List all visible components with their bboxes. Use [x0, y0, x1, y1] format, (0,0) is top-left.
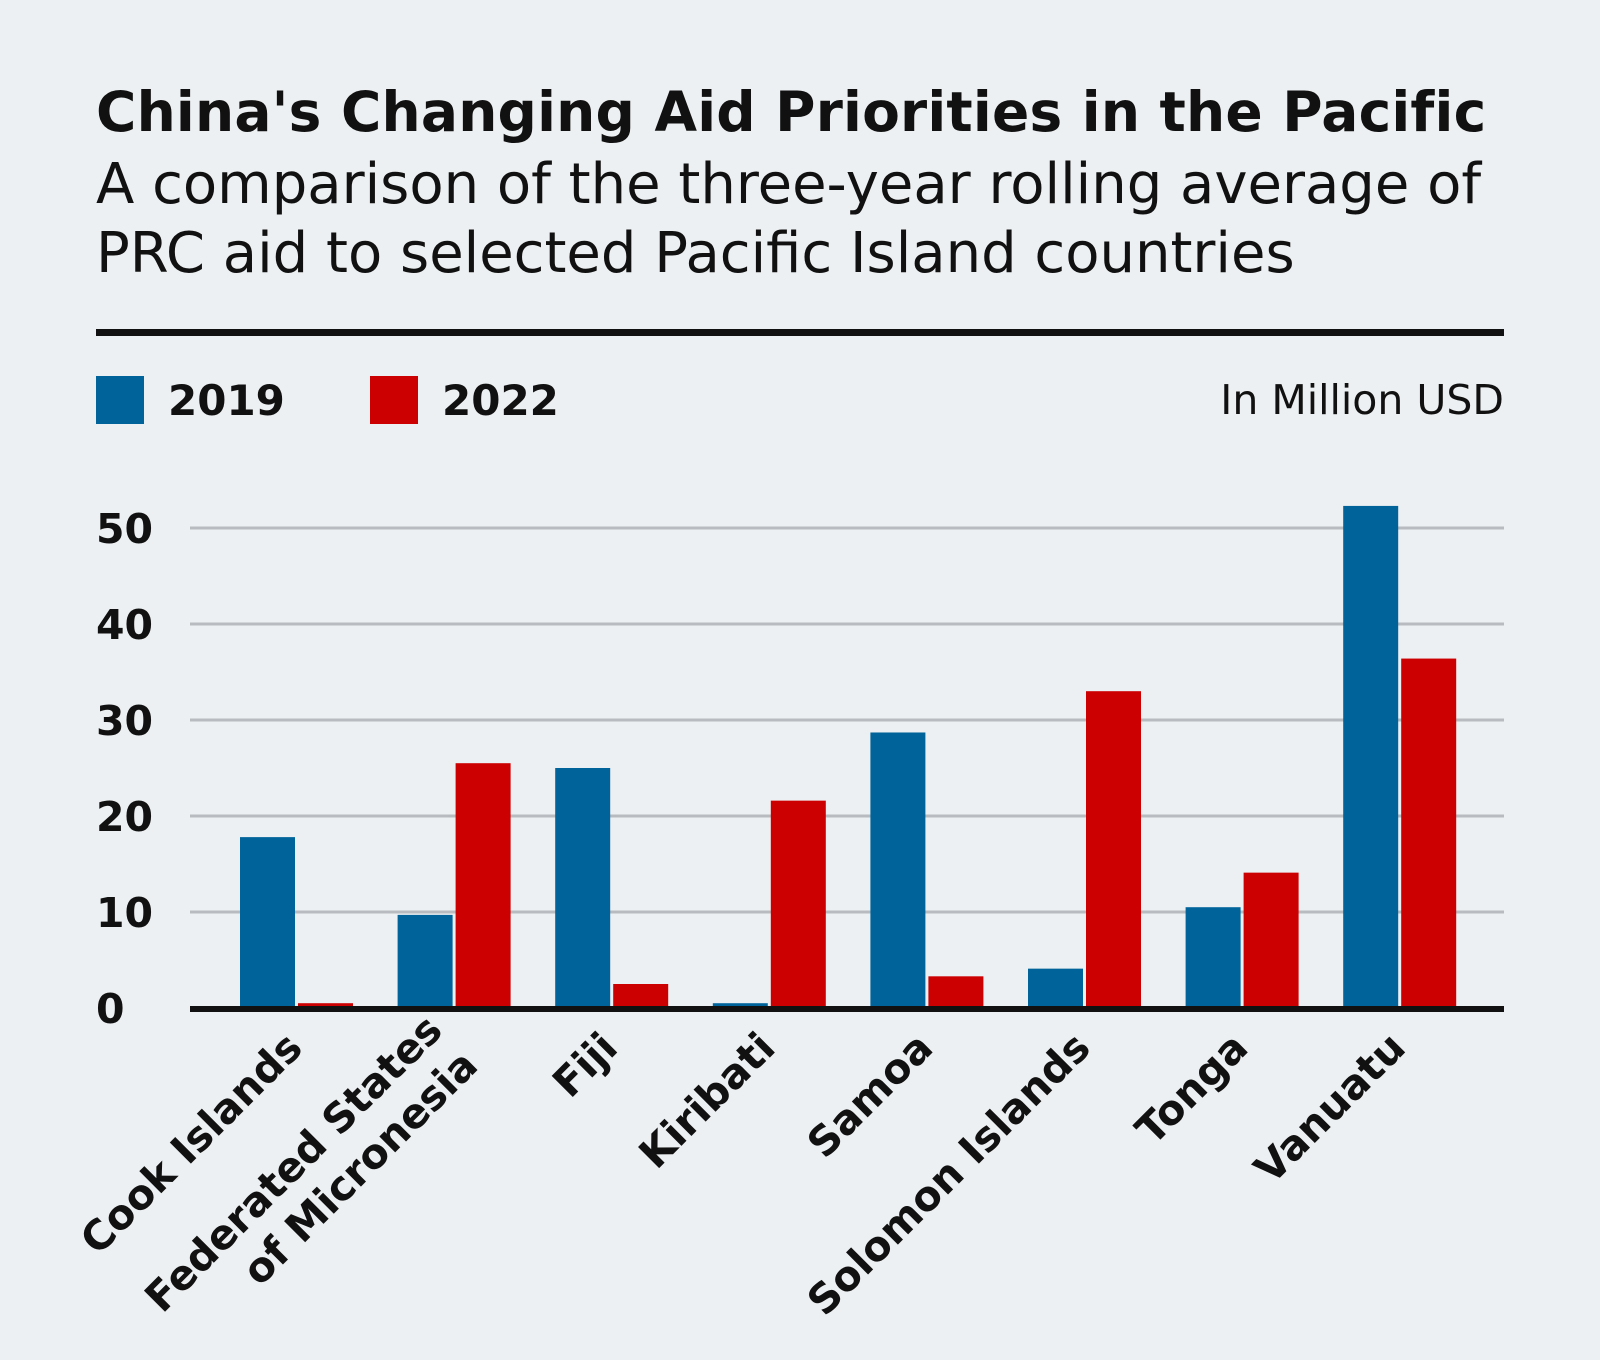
bar-2022-kiribati: [770, 800, 826, 1008]
legend-swatch-2019: [96, 376, 144, 424]
bar-2022-solomon-islands: [1086, 691, 1141, 1008]
y-tick-label-40: 40: [96, 601, 153, 649]
legend-item-2019: 2019: [96, 375, 285, 425]
bar-2019-samoa: [870, 732, 926, 1008]
bar-2019-federated-states-of-micronesia: [397, 914, 453, 1008]
bar-2019-fiji: [555, 768, 611, 1008]
bar-2019-vanuatu: [1343, 505, 1399, 1008]
x-tick-label-line: Kiribati: [630, 1023, 785, 1178]
legend-swatch-2022: [370, 376, 418, 424]
bar-2019-tonga: [1185, 907, 1241, 1008]
y-tick-label-20: 20: [96, 793, 153, 841]
bars: [240, 505, 1457, 1008]
grid-lines: [190, 526, 1504, 914]
x-tick-label-kiribati: Kiribati: [630, 1023, 785, 1178]
legend-label-2019: 2019: [168, 375, 285, 425]
x-tick-label-federated-states-of-micronesia: Federated Statesof Micronesia: [136, 1005, 487, 1356]
x-tick-label-solomon-islands: Solomon Islands: [798, 1023, 1100, 1325]
bar-2022-samoa: [928, 976, 984, 1008]
y-tick-label-0: 0: [96, 985, 125, 1033]
bar-2019-solomon-islands: [1028, 968, 1083, 1008]
y-axis: 0 10 20 30 40 50: [96, 505, 153, 1033]
unit-label: In Million USD: [1220, 376, 1504, 424]
bar-2019-cook-islands: [240, 837, 295, 1008]
x-tick-label-line: Fiji: [543, 1023, 627, 1107]
bar-2022-vanuatu: [1401, 658, 1457, 1008]
x-tick-label-line: Tonga: [1126, 1023, 1257, 1154]
x-tick-label-samoa: Samoa: [798, 1023, 942, 1167]
chart-subtitle: A comparison of the three-year rolling a…: [96, 152, 1482, 286]
y-tick-label-10: 10: [96, 889, 153, 937]
bar-2022-federated-states-of-micronesia: [455, 763, 511, 1008]
legend-label-2022: 2022: [442, 375, 559, 425]
y-tick-label-50: 50: [96, 505, 153, 553]
legend-item-2022: 2022: [370, 375, 559, 425]
x-tick-label-line: Solomon Islands: [798, 1023, 1100, 1325]
x-tick-label-line: Vanuatu: [1245, 1023, 1415, 1193]
chart-title: China's Changing Aid Priorities in the P…: [96, 80, 1487, 144]
bar-2022-fiji: [613, 984, 669, 1008]
x-tick-label-line: Samoa: [798, 1023, 942, 1167]
bar-2022-cook-islands: [298, 1003, 353, 1008]
x-tick-label-vanuatu: Vanuatu: [1245, 1023, 1415, 1193]
header-rule: [96, 329, 1504, 336]
bar-2022-tonga: [1243, 872, 1299, 1008]
y-tick-label-30: 30: [96, 697, 153, 745]
x-tick-label-fiji: Fiji: [543, 1023, 627, 1107]
x-tick-label-tonga: Tonga: [1126, 1023, 1257, 1154]
bar-2019-kiribati: [712, 1003, 768, 1008]
